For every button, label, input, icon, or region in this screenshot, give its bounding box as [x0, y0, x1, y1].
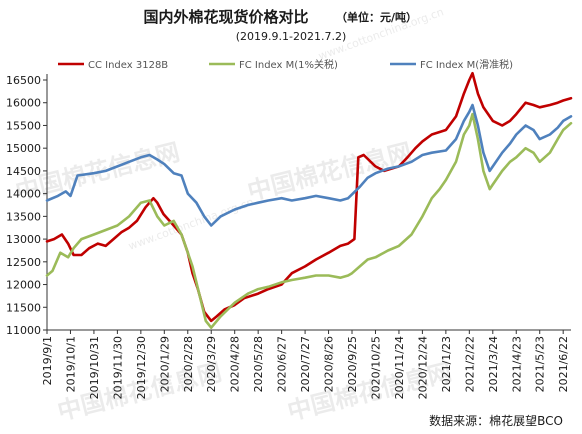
x-tick-label: 2020/9/25: [346, 336, 359, 392]
y-tick-label: 15500: [6, 119, 41, 132]
chart-unit-note: （单位：元/吨）: [336, 10, 417, 24]
x-tick-label: 2020/2/28: [182, 336, 195, 392]
x-tick-label: 2021/1/23: [440, 336, 453, 392]
x-tick-label: 2019/11/30: [111, 336, 124, 399]
x-tick-label: 2020/7/27: [299, 336, 312, 392]
x-tick-label: 2021/6/22: [557, 336, 570, 392]
y-tick-label: 11000: [6, 324, 41, 337]
source-note: 数据来源：棉花展望BCO: [429, 413, 563, 428]
x-tick-label: 2020/5/28: [252, 336, 265, 392]
axes: 11000 11500 12000 12500 13000 13500 14000 14500…: [6, 74, 571, 399]
watermark-url: www.cottonchina.org.cn: [127, 195, 256, 253]
x-tick-label: 2021/3/24: [487, 336, 500, 392]
x-tick-label: 2020/1/29: [158, 336, 171, 392]
x-tick-label: 2021/2/22: [463, 336, 476, 392]
x-tick-label: 2020/6/27: [276, 336, 289, 392]
legend-label-1: CC Index 3128B: [88, 60, 168, 71]
x-tick-label: 2020/4/28: [229, 336, 242, 392]
series-layer: [45, 71, 573, 329]
watermark-text: 中国棉花信息网: [245, 138, 415, 206]
y-tick-label: 13000: [6, 233, 41, 246]
y-tick-label: 12000: [6, 279, 41, 292]
series-line-3: [45, 103, 573, 227]
y-tick-label: 14000: [6, 188, 41, 201]
x-tick-label: 2020/10/25: [369, 336, 382, 399]
x-tick-label: 2020/11/24: [393, 336, 406, 399]
chart-subtitle: (2019.9.1-2021.7.2): [236, 30, 347, 43]
chart-title: 国内外棉花现货价格对比: [143, 8, 308, 26]
series-line-2: [45, 112, 573, 329]
x-tick-label: 2020/3/29: [205, 336, 218, 392]
y-tick-label: 12500: [6, 256, 41, 269]
y-tick-label: 15000: [6, 142, 41, 155]
y-tick-label: 16500: [6, 74, 41, 87]
x-tick-label: 2019/12/30: [135, 336, 148, 399]
x-tick-label: 2019/9/1: [41, 336, 54, 385]
y-tick-label: 11500: [6, 301, 41, 314]
x-tick-label: 2021/4/23: [510, 336, 523, 392]
x-tick-label: 2019/10/31: [88, 336, 101, 399]
x-tick-label: 2020/12/24: [416, 336, 429, 399]
y-tick-label: 13500: [6, 210, 41, 223]
y-tick-label: 16000: [6, 97, 41, 110]
y-tick-label: 14500: [6, 165, 41, 178]
legend-label-2: FC Index M(1%关税): [239, 58, 338, 71]
x-tick-label: 2019/10/1: [64, 336, 77, 392]
legend: CC Index 3128B FC Index M(1%关税) FC Index M…: [58, 58, 513, 71]
series-line-1: [45, 71, 573, 323]
x-tick-label: 2020/8/26: [323, 336, 336, 392]
legend-label-3: FC Index M(滑准税): [420, 58, 513, 71]
x-tick-label: 2021/5/23: [534, 336, 547, 392]
